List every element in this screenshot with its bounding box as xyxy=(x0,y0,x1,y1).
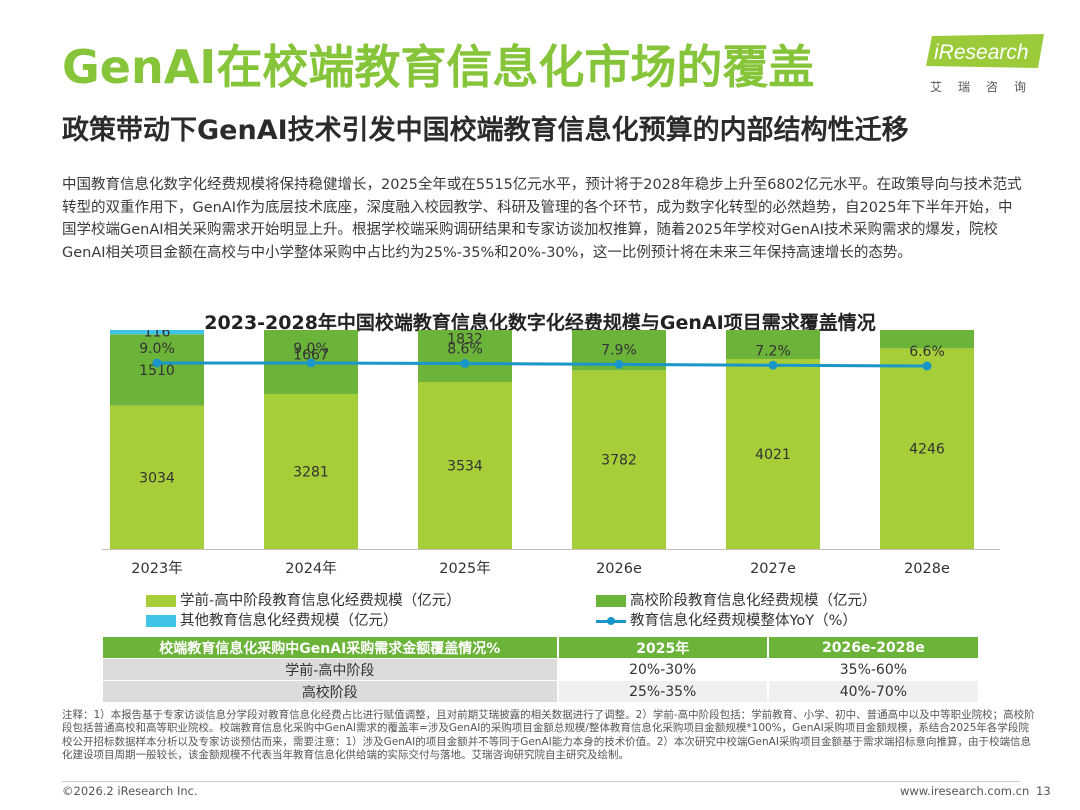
legend-item-k12: 学前-高中阶段教育信息化经费规模（亿元） xyxy=(146,589,461,610)
yoy-point xyxy=(306,358,316,368)
page-number: 13 xyxy=(1036,784,1051,798)
table-row: 高校阶段 25%-35% 40%-70% xyxy=(103,680,978,702)
x-tick-label: 2027e xyxy=(750,561,796,577)
x-tick-label: 2024年 xyxy=(285,560,336,577)
page-title: GenAI在校端教育信息化市场的覆盖 xyxy=(62,40,815,94)
yoy-point xyxy=(922,361,932,371)
yoy-label: 6.6% xyxy=(909,344,945,360)
logo-cn-text: 艾瑞咨询 xyxy=(930,80,1043,94)
summary-paragraph: 中国教育信息化数字化经费规模将保持稳健增长，2025全年或在5515亿元水平，预… xyxy=(62,177,1022,261)
yoy-label: 7.9% xyxy=(601,342,637,358)
row-label-college: 高校阶段 xyxy=(103,680,559,702)
yoy-point xyxy=(460,359,470,368)
yoy-label: 8.6% xyxy=(447,342,483,358)
yoy-label: 9.0% xyxy=(293,341,329,357)
row-label-k12: 学前-高中阶段 xyxy=(103,658,559,681)
legend-label-yoy: 教育信息化经费规模整体YoY（%） xyxy=(630,613,857,629)
page-subtitle: 政策带动下GenAI技术引发中国校端教育信息化预算的内部结构性迁移 xyxy=(62,115,909,146)
legend-label-k12: 学前-高中阶段教育信息化经费规模（亿元） xyxy=(180,593,461,609)
footnotes: 注释：1）本报告基于专家访谈信息分学段对教育信息化经费占比进行赋值调整，且对前期… xyxy=(62,709,1035,762)
legend-swatch-college xyxy=(596,595,626,607)
yoy-label: 7.2% xyxy=(755,343,791,359)
coverage-header-future: 2026e-2028e xyxy=(767,637,978,659)
coverage-header-2025: 2025年 xyxy=(557,637,769,659)
website-link[interactable]: www.iresearch.com.cn xyxy=(900,784,1030,798)
college-future-value: 40%-70% xyxy=(767,680,978,702)
copyright: ©2026.2 iResearch Inc. xyxy=(62,784,198,798)
bar-segment-college xyxy=(110,334,204,406)
bar-segment-k12 xyxy=(880,348,974,549)
coverage-table-header: 校端教育信息化采购中GenAI采购需求金额覆盖情况% 2025年 2026e-2… xyxy=(103,637,978,659)
k12-future-value: 35%-60% xyxy=(767,658,978,681)
yoy-point xyxy=(152,358,162,368)
svg-text:iResearch: iResearch xyxy=(934,41,1029,64)
bar-segment-k12 xyxy=(264,393,358,549)
yoy-point xyxy=(768,360,778,370)
bar-segment-k12 xyxy=(110,405,204,549)
iresearch-logo: iResearch 艾瑞咨询 xyxy=(926,34,1056,94)
legend-swatch-other xyxy=(146,615,176,627)
data-label: 1832 xyxy=(447,332,483,348)
coverage-table: 校端教育信息化采购中GenAI采购需求金额覆盖情况% 2025年 2026e-2… xyxy=(103,637,978,702)
data-label: 4246 xyxy=(909,442,945,458)
data-label: 116 xyxy=(144,330,171,341)
x-tick-label: 2028e xyxy=(904,561,950,577)
logo-mark: iResearch xyxy=(926,34,1044,68)
data-label: 3782 xyxy=(601,453,637,469)
bar-segment-k12 xyxy=(418,382,512,549)
table-row: 学前-高中阶段 20%-30% 35%-60% xyxy=(103,658,978,681)
x-tick-label: 2025年 xyxy=(439,560,490,577)
stacked-bar-chart: 3034151011646602023年3281166713250802024年… xyxy=(102,330,1000,577)
legend-item-college: 高校阶段教育信息化经费规模（亿元） xyxy=(596,589,877,610)
legend-label-other: 其他教育信息化经费规模（亿元） xyxy=(180,613,398,629)
bar-segment-k12 xyxy=(572,370,666,549)
data-label: 1510 xyxy=(139,363,175,379)
footer-divider xyxy=(62,781,1020,782)
x-tick-label: 2023年 xyxy=(131,560,182,577)
data-label: 3534 xyxy=(447,459,483,475)
chart-title: 2023-2028年中国校端教育信息化数字化经费规模与GenAI项目需求覆盖情况 xyxy=(204,312,876,334)
legend-swatch-k12 xyxy=(146,595,176,607)
bar-segment-college xyxy=(880,330,974,349)
legend-label-college: 高校阶段教育信息化经费规模（亿元） xyxy=(630,593,877,609)
k12-2025-value: 20%-30% xyxy=(557,658,769,681)
coverage-header-metric: 校端教育信息化采购中GenAI采购需求金额覆盖情况% xyxy=(103,637,559,659)
data-label: 2003 xyxy=(601,330,637,332)
yoy-point xyxy=(614,359,624,369)
yoy-series-line xyxy=(157,361,928,368)
yoy-label: 9.0% xyxy=(139,341,175,357)
legend-line-yoy xyxy=(596,615,626,627)
bar-segment-college xyxy=(418,330,512,383)
legend-item-other: 其他教育信息化经费规模（亿元） xyxy=(146,609,398,630)
data-label: 4021 xyxy=(755,447,791,463)
college-2025-value: 25%-35% xyxy=(557,680,769,702)
data-label: 3034 xyxy=(139,470,175,486)
data-label: 3281 xyxy=(293,464,329,480)
data-label: 1667 xyxy=(293,348,329,364)
bar-segment-college xyxy=(726,330,820,360)
bar-segment-k12 xyxy=(726,359,820,549)
x-tick-label: 2026e xyxy=(596,561,642,577)
legend-item-yoy: 教育信息化经费规模整体YoY（%） xyxy=(596,609,857,630)
bar-segment-other xyxy=(110,330,204,335)
